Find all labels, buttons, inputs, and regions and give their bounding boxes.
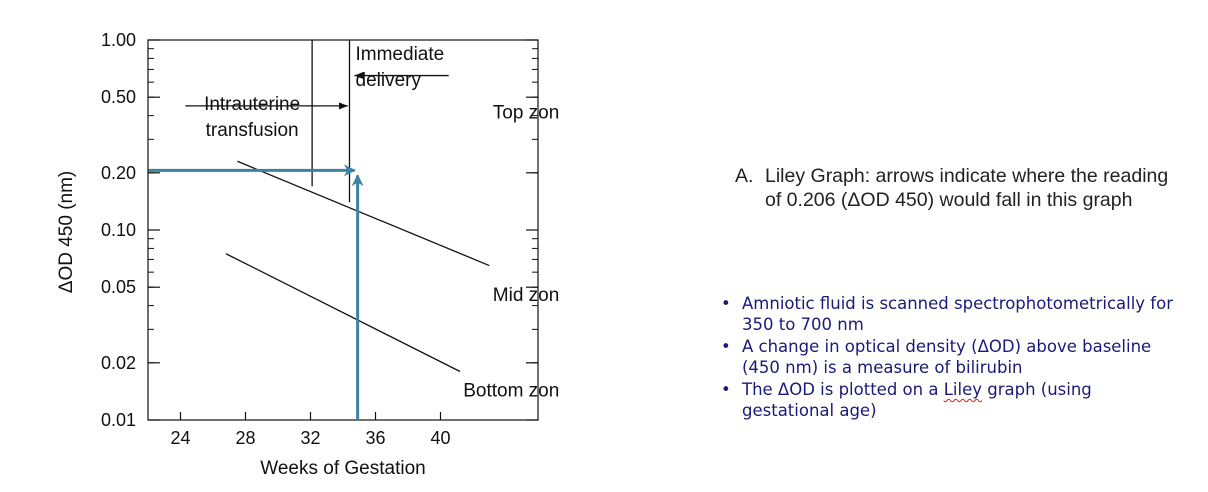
bullet-text-after: graph (using gestational age) [742, 380, 1092, 420]
bullet-item: • The ΔOD is plotted on a Liley graph (u… [718, 379, 1188, 421]
action-label-line: transfusion [206, 120, 299, 141]
action-label-line: Immediate [356, 44, 445, 65]
y-tick-label: 0.10 [101, 220, 136, 240]
y-tick-label: 0.20 [101, 163, 136, 183]
x-tick-label: 36 [365, 428, 385, 448]
y-tick-label: 0.50 [101, 87, 136, 107]
y-tick-label: 0.01 [101, 410, 136, 430]
graph-caption: A. Liley Graph: arrows indicate where th… [735, 164, 1175, 212]
zone-label: Bottom zone [463, 380, 560, 401]
bullet-text: A change in optical density (ΔOD) above … [742, 337, 1152, 377]
y-tick-label: 0.05 [101, 277, 136, 297]
x-tick-label: 28 [235, 428, 255, 448]
bullet-item: • Amniotic fluid is scanned spectrophoto… [718, 293, 1188, 335]
y-tick-label: 0.02 [101, 353, 136, 373]
action-label-line: Intrauterine [204, 94, 300, 115]
bullet-dot-icon: • [721, 337, 731, 356]
x-axis-label: Weeks of Gestation [260, 458, 425, 479]
bullet-item: • A change in optical density (ΔOD) abov… [718, 336, 1188, 378]
zone-boundary-line [225, 253, 461, 373]
y-tick-label: 1.00 [101, 30, 136, 50]
x-tick-label: 24 [170, 428, 190, 448]
bullet-text-before: The ΔOD is plotted on a [742, 380, 944, 399]
bullet-dot-icon: • [721, 294, 731, 313]
action-label-line: delivery [356, 70, 422, 91]
bullet-list: • Amniotic fluid is scanned spectrophoto… [718, 293, 1188, 422]
spellcheck-word: Liley [943, 380, 982, 399]
bullet-text: Amniotic fluid is scanned spectrophotome… [742, 294, 1173, 334]
action-label: Intrauterine transfusion [204, 94, 300, 141]
x-tick-label: 40 [430, 428, 450, 448]
y-axis-label: ΔOD 450 (nm) [56, 171, 77, 294]
zone-label: Top zone [493, 103, 560, 124]
caption-letter: A. [735, 165, 754, 187]
zone-label: Mid zone [493, 285, 560, 306]
zone-boundary-line [237, 160, 490, 267]
liley-graph: 1.000.500.200.100.050.020.01 24 28 32 36 40 … [56, 30, 560, 479]
caption-text: Liley Graph: arrows indicate where the r… [765, 165, 1169, 211]
action-label: Immediate delivery [356, 44, 445, 91]
bullet-dot-icon: • [721, 380, 731, 399]
x-tick-label: 32 [300, 428, 320, 448]
